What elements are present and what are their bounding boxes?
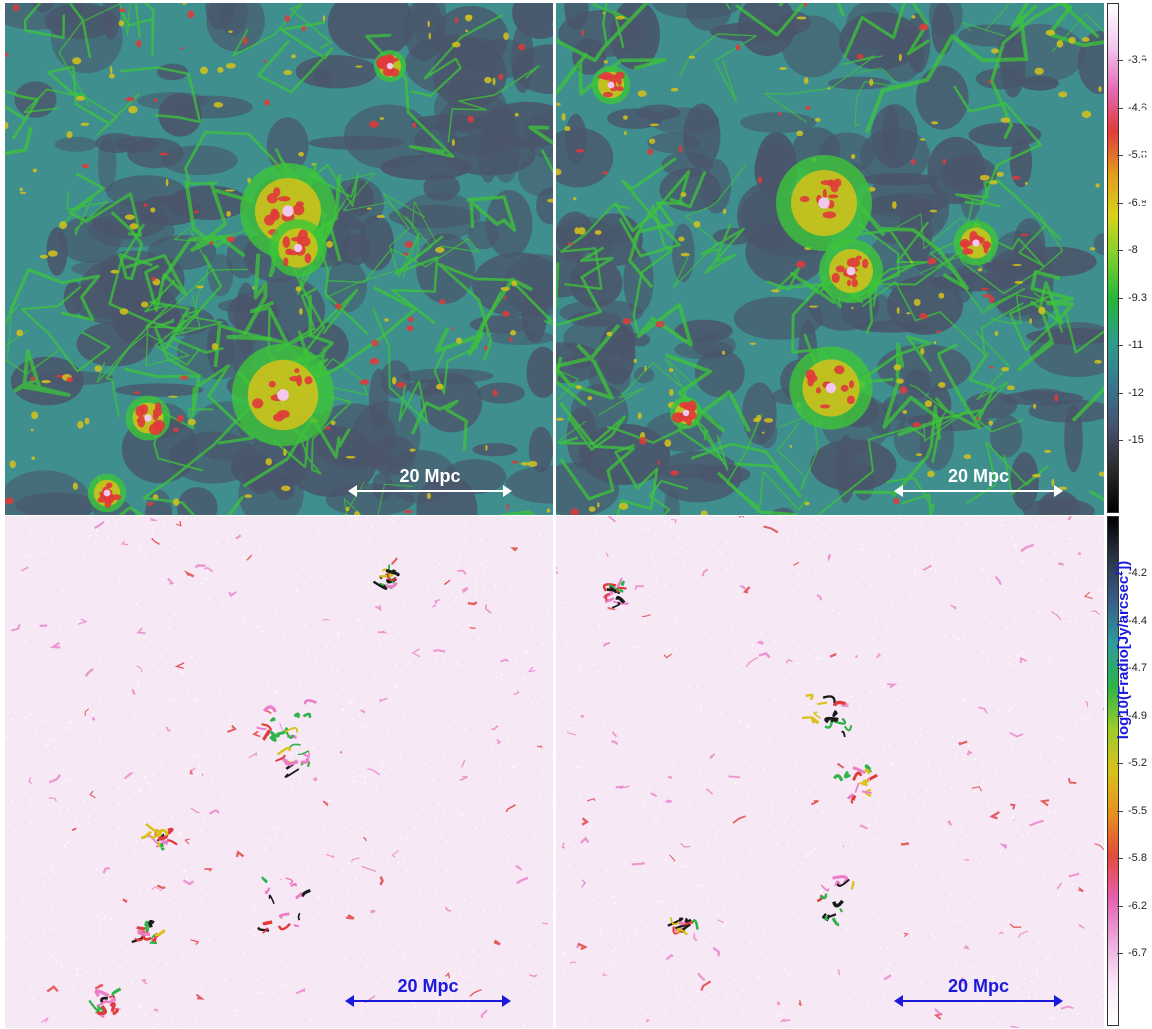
- colorbar-tick: [1117, 668, 1123, 670]
- colorbar-tick: [1117, 953, 1123, 955]
- scale-bar-label: 20 Mpc: [397, 976, 459, 996]
- colorbar-top: [1107, 3, 1119, 513]
- colorbar-top-ticks: -3.9 -4.8 -5.8 -6.8 -8 -9.3 -11 -12 -15: [1117, 3, 1152, 511]
- colorbar-tick: [1117, 297, 1123, 299]
- colorbar-tick-label: -4.7: [1128, 662, 1147, 675]
- colorbar-tick-label: -5.8: [1128, 149, 1147, 162]
- scale-bar: 20 Mpc: [348, 466, 512, 500]
- scale-bar-label: 20 Mpc: [399, 466, 461, 486]
- colorbar-tick-label: -3.9: [1128, 54, 1147, 67]
- colorbar-tick: [1117, 763, 1123, 765]
- colorbar-tick: [1117, 715, 1123, 717]
- colorbar-tick: [1117, 392, 1123, 394]
- scale-bar: 20 Mpc: [345, 976, 511, 1010]
- scale-bar-label: 20 Mpc: [947, 466, 1010, 486]
- colorbar-tick-label: -4.4: [1128, 614, 1147, 627]
- colorbar-tick-label: -8: [1128, 244, 1138, 257]
- colorbar-tick-label: -11: [1128, 339, 1144, 352]
- colorbar-tick-label: -4.9: [1128, 709, 1147, 722]
- colorbar-tick: [1117, 107, 1123, 109]
- colorbar-tick: [1117, 440, 1123, 442]
- colorbar-tick: [1117, 250, 1123, 252]
- colorbar-top-label: log10(Fradio[Jy/arcsec2]): [1134, 40, 1152, 220]
- colorbar-tick-label: -12: [1128, 386, 1144, 399]
- bottom-right-map: 20 Mpc: [556, 516, 1104, 1028]
- colorbar-tick: [1117, 573, 1123, 575]
- colorbar-tick-label: -6.2: [1128, 899, 1147, 912]
- colorbar-tick: [1117, 60, 1123, 62]
- colorbar-tick: [1117, 810, 1123, 812]
- top-left-map: 20 Mpc: [5, 3, 553, 515]
- scale-bar: 20 Mpc: [894, 466, 1063, 500]
- colorbar-bottom-label: log10(Fradio[Jy/arcsec2]): [1114, 560, 1132, 740]
- colorbar-tick-label: -4.8: [1128, 101, 1147, 114]
- panel-divider: [553, 0, 556, 1029]
- colorbar-tick-label: -6.8: [1128, 196, 1147, 209]
- scale-bar-label: 20 Mpc: [947, 976, 1010, 996]
- colorbar-tick: [1117, 905, 1123, 907]
- colorbar-tick: [1117, 345, 1123, 347]
- colorbar-tick-label: -15: [1128, 434, 1144, 447]
- bottom-left-map: 20 Mpc: [5, 516, 553, 1028]
- colorbar-tick-label: -6.7: [1128, 947, 1147, 960]
- top-right-map: 20 Mpc: [556, 3, 1104, 515]
- colorbar-bottom-ticks: -4.2 -4.4 -4.7 -4.9 -5.2 -5.5 -5.8 -6.2 -6.7: [1117, 516, 1152, 1024]
- colorbar-tick: [1117, 858, 1123, 860]
- scale-bar: 20 Mpc: [894, 976, 1063, 1010]
- colorbar-tick-label: -5.5: [1128, 804, 1147, 817]
- colorbar-tick-label: -5.2: [1128, 757, 1147, 770]
- colorbar-tick-label: -5.8: [1128, 852, 1147, 865]
- colorbar-tick: [1117, 155, 1123, 157]
- colorbar-tick: [1117, 620, 1123, 622]
- colorbar-tick: [1117, 202, 1123, 204]
- colorbar-tick-label: -9.3: [1128, 291, 1147, 304]
- colorbar-bottom: [1107, 516, 1119, 1026]
- colorbar-tick-label: -4.2: [1128, 567, 1147, 580]
